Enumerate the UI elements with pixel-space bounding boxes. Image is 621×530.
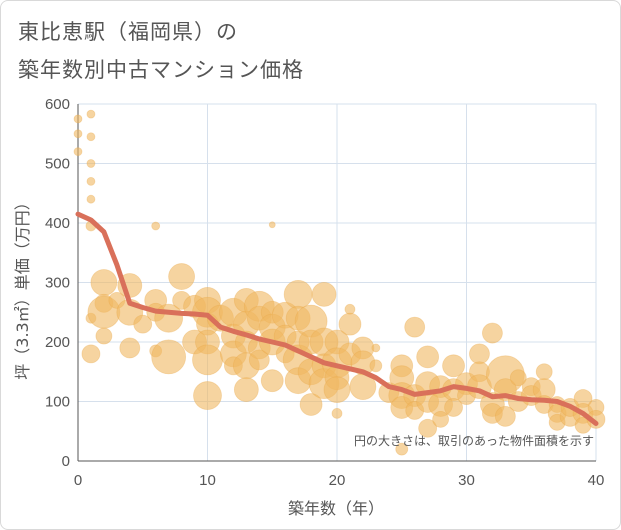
- y-tick-label: 400: [45, 215, 70, 232]
- trend-line: [75, 211, 599, 426]
- scatter-point: [469, 343, 490, 365]
- bubble-size-note: 円の大きさは、取引のあった物件面積を示す: [354, 433, 594, 448]
- scatter-point: [338, 312, 362, 336]
- x-tick-label: 10: [199, 472, 216, 489]
- scatter-point: [404, 316, 426, 338]
- scatter-point: [283, 279, 313, 309]
- scatter-point: [416, 345, 440, 369]
- scatter-point: [369, 359, 383, 373]
- scatter-point: [268, 221, 276, 229]
- y-tick-label: 500: [45, 156, 70, 173]
- scatter-point: [311, 281, 337, 307]
- chart-title-line2: 築年数別中古マンション価格: [18, 58, 304, 82]
- scatter-point: [299, 393, 323, 416]
- scatter-point: [418, 418, 438, 438]
- scatter-point: [444, 398, 463, 417]
- scatter-point: [432, 410, 450, 428]
- scatter-point: [442, 354, 465, 378]
- scatter-point: [192, 344, 223, 376]
- scatter-point: [481, 322, 503, 344]
- x-tick-label: 40: [588, 472, 605, 489]
- scatter-point: [331, 407, 343, 419]
- scatter-point: [95, 327, 113, 345]
- scatter-point: [86, 159, 96, 168]
- scatter-point: [73, 147, 83, 157]
- scatter-point: [509, 369, 527, 387]
- scatter-point: [73, 129, 83, 139]
- scatter-point: [86, 132, 96, 142]
- scatter-point: [193, 381, 222, 410]
- scatter-point: [168, 263, 196, 290]
- y-tick-label: 200: [45, 334, 70, 351]
- scatter-point: [371, 343, 381, 353]
- y-tick-label: 100: [45, 394, 70, 411]
- y-tick-label: 600: [45, 96, 70, 113]
- trend-line-group: [75, 211, 599, 426]
- chart-title-line1: 東比恵駅（福岡県）の: [18, 20, 238, 44]
- scatter-point: [248, 349, 270, 371]
- scatter-point: [323, 376, 351, 404]
- y-tick-label: 300: [45, 275, 70, 292]
- scatter-point: [73, 114, 83, 124]
- scatter-point: [151, 339, 187, 375]
- scatter-point: [133, 314, 153, 334]
- x-tick-label: 30: [458, 472, 475, 489]
- y-axis-label: 坪（3.3㎡）単価（万円）: [13, 194, 32, 379]
- scatter-point: [535, 363, 553, 381]
- scatter-point: [119, 337, 141, 359]
- scatter-point: [151, 221, 161, 231]
- scatter-point: [395, 442, 409, 456]
- scatter-points: [73, 109, 606, 456]
- x-tick-label: 0: [74, 472, 82, 489]
- scatter-point: [86, 109, 96, 119]
- scatter-point: [86, 176, 96, 186]
- x-axis-label: 築年数（年）: [288, 499, 384, 518]
- scatter-point: [81, 344, 101, 364]
- scatter-point: [233, 377, 259, 403]
- scatter-point: [494, 405, 516, 427]
- scatter-point: [90, 269, 118, 296]
- x-tick-label: 20: [329, 472, 346, 489]
- y-tick-label: 0: [62, 453, 70, 470]
- scatter-point: [260, 369, 284, 393]
- scatter-point: [86, 194, 96, 204]
